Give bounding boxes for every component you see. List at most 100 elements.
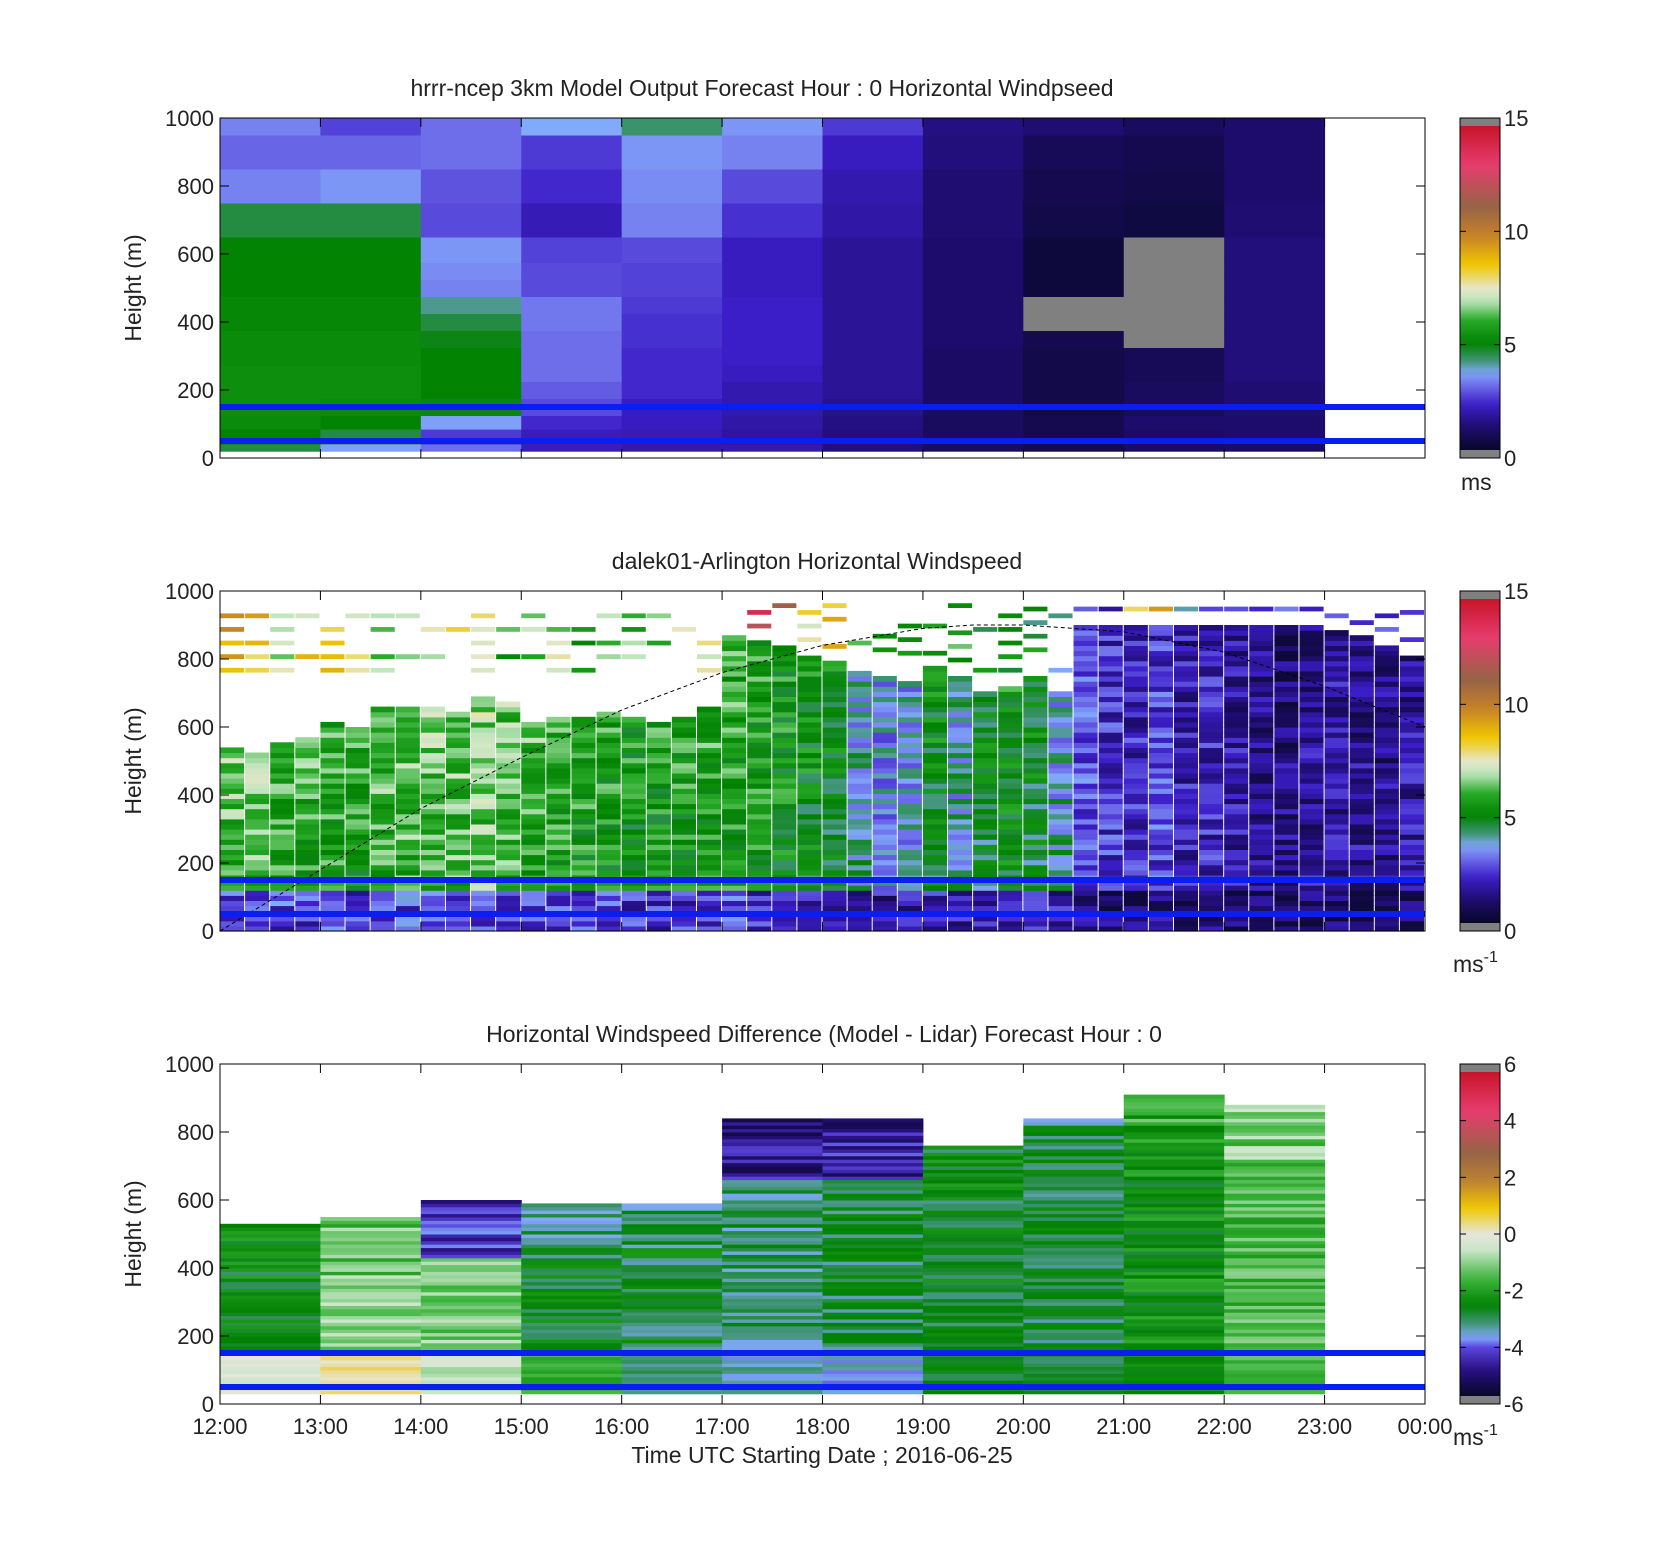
lidar-upper-cell	[220, 613, 245, 619]
difference-cell	[220, 1247, 321, 1252]
lidar-cell	[1048, 706, 1073, 713]
lidar-cell	[1374, 670, 1399, 677]
difference-cell	[521, 1339, 623, 1344]
lidar-cell	[1249, 783, 1274, 789]
lidar-cell	[1324, 869, 1349, 876]
difference-cell	[220, 1264, 321, 1269]
lidar-upper-cell	[1173, 606, 1199, 612]
difference-cell	[1224, 1186, 1326, 1191]
lidar-cell	[1023, 859, 1048, 866]
difference-cell	[1224, 1319, 1326, 1323]
lidar-cell	[596, 864, 621, 871]
lidar-cell	[1199, 752, 1224, 759]
lidar-upper-cell	[1399, 637, 1424, 642]
lidar-cell	[1249, 701, 1274, 708]
lidar-cell	[370, 864, 395, 871]
lidar-cell	[420, 752, 445, 759]
lidar-cell	[1399, 818, 1424, 825]
lidar-cell	[1173, 676, 1199, 682]
lidar-cell	[1073, 834, 1098, 840]
lidar-upper-cell	[1324, 613, 1349, 619]
lidar-cell	[471, 762, 496, 769]
lidar-cell	[922, 818, 948, 825]
lidar-cell	[1399, 665, 1424, 672]
difference-cell	[521, 1376, 623, 1381]
lidar-cell	[546, 864, 571, 871]
lidar-cell	[521, 747, 546, 754]
lidar-cell	[671, 793, 696, 799]
lidar-cell	[948, 681, 973, 687]
colorbar-gradient	[1460, 126, 1500, 450]
lidar-cell	[370, 890, 395, 896]
lidar-cell	[1023, 727, 1048, 733]
model-cell	[621, 381, 723, 399]
lidar-cell	[345, 803, 370, 810]
lidar-cell	[395, 818, 420, 825]
lidar-cell	[1224, 895, 1249, 901]
model-cell	[320, 415, 422, 430]
lidar-cell	[571, 834, 596, 840]
lidar-cell	[797, 798, 822, 805]
lidar-cell	[1274, 727, 1299, 733]
lidar-cell	[370, 711, 395, 718]
lidar-cell	[1299, 650, 1324, 657]
model-cell	[320, 279, 422, 297]
lidar-cell	[1324, 706, 1349, 713]
lidar-cell	[1073, 788, 1098, 794]
model-cell	[521, 330, 623, 348]
lidar-cell	[1249, 849, 1274, 856]
lidar-cell	[1073, 721, 1098, 728]
lidar-cell	[1123, 650, 1148, 657]
lidar-cell	[571, 895, 596, 901]
lidar-cell	[596, 885, 621, 891]
difference-cell	[722, 1261, 823, 1266]
difference-cell	[922, 1166, 1024, 1170]
lidar-cell	[1073, 757, 1098, 764]
lidar-cell	[1048, 783, 1073, 789]
lidar-cell	[998, 727, 1023, 733]
lidar-cell	[220, 864, 245, 871]
lidar-cell	[1023, 721, 1048, 728]
lidar-cell	[1274, 757, 1299, 764]
model-cell	[320, 262, 422, 280]
lidar-cell	[998, 767, 1023, 774]
difference-cell	[1123, 1356, 1225, 1361]
lidar-cell	[1073, 655, 1098, 662]
lidar-cell	[948, 829, 973, 835]
difference-cell	[1123, 1230, 1225, 1235]
lidar-cell	[496, 905, 521, 912]
lidar-cell	[445, 788, 471, 794]
colorbar-tick-label: -6	[1504, 1392, 1524, 1417]
lidar-cell	[747, 716, 772, 723]
lidar-cell	[671, 895, 696, 901]
difference-cell	[822, 1322, 924, 1327]
lidar-cell	[1349, 803, 1374, 810]
difference-cell	[822, 1159, 924, 1164]
lidar-cell	[998, 854, 1023, 861]
lidar-cell	[1274, 813, 1299, 820]
lidar-cell	[998, 711, 1023, 718]
lidar-cell	[1148, 655, 1173, 662]
lidar-cell	[345, 737, 370, 743]
difference-cell	[822, 1308, 924, 1313]
lidar-cell	[772, 869, 797, 876]
lidar-cell	[948, 839, 973, 845]
model-windspeed-panel: hrrr-ncep 3km Model Output Forecast Hour…	[120, 75, 1528, 495]
lidar-cell	[1023, 757, 1048, 764]
difference-cell	[1023, 1149, 1125, 1153]
lidar-cell	[671, 849, 696, 856]
lidar-cell	[1073, 844, 1098, 850]
lidar-cell	[1048, 885, 1073, 891]
model-cell	[1123, 203, 1225, 238]
lidar-cell	[521, 839, 546, 845]
lidar-upper-cell	[922, 650, 948, 656]
difference-cell	[1023, 1285, 1125, 1289]
lidar-cell	[747, 818, 772, 825]
lidar-cell	[822, 900, 847, 907]
lidar-cell	[471, 844, 496, 850]
lidar-cell	[1123, 895, 1148, 901]
lidar-cell	[1148, 772, 1173, 779]
model-cell	[1023, 237, 1125, 263]
lidar-cell	[496, 752, 521, 759]
lidar-cell	[295, 864, 320, 871]
